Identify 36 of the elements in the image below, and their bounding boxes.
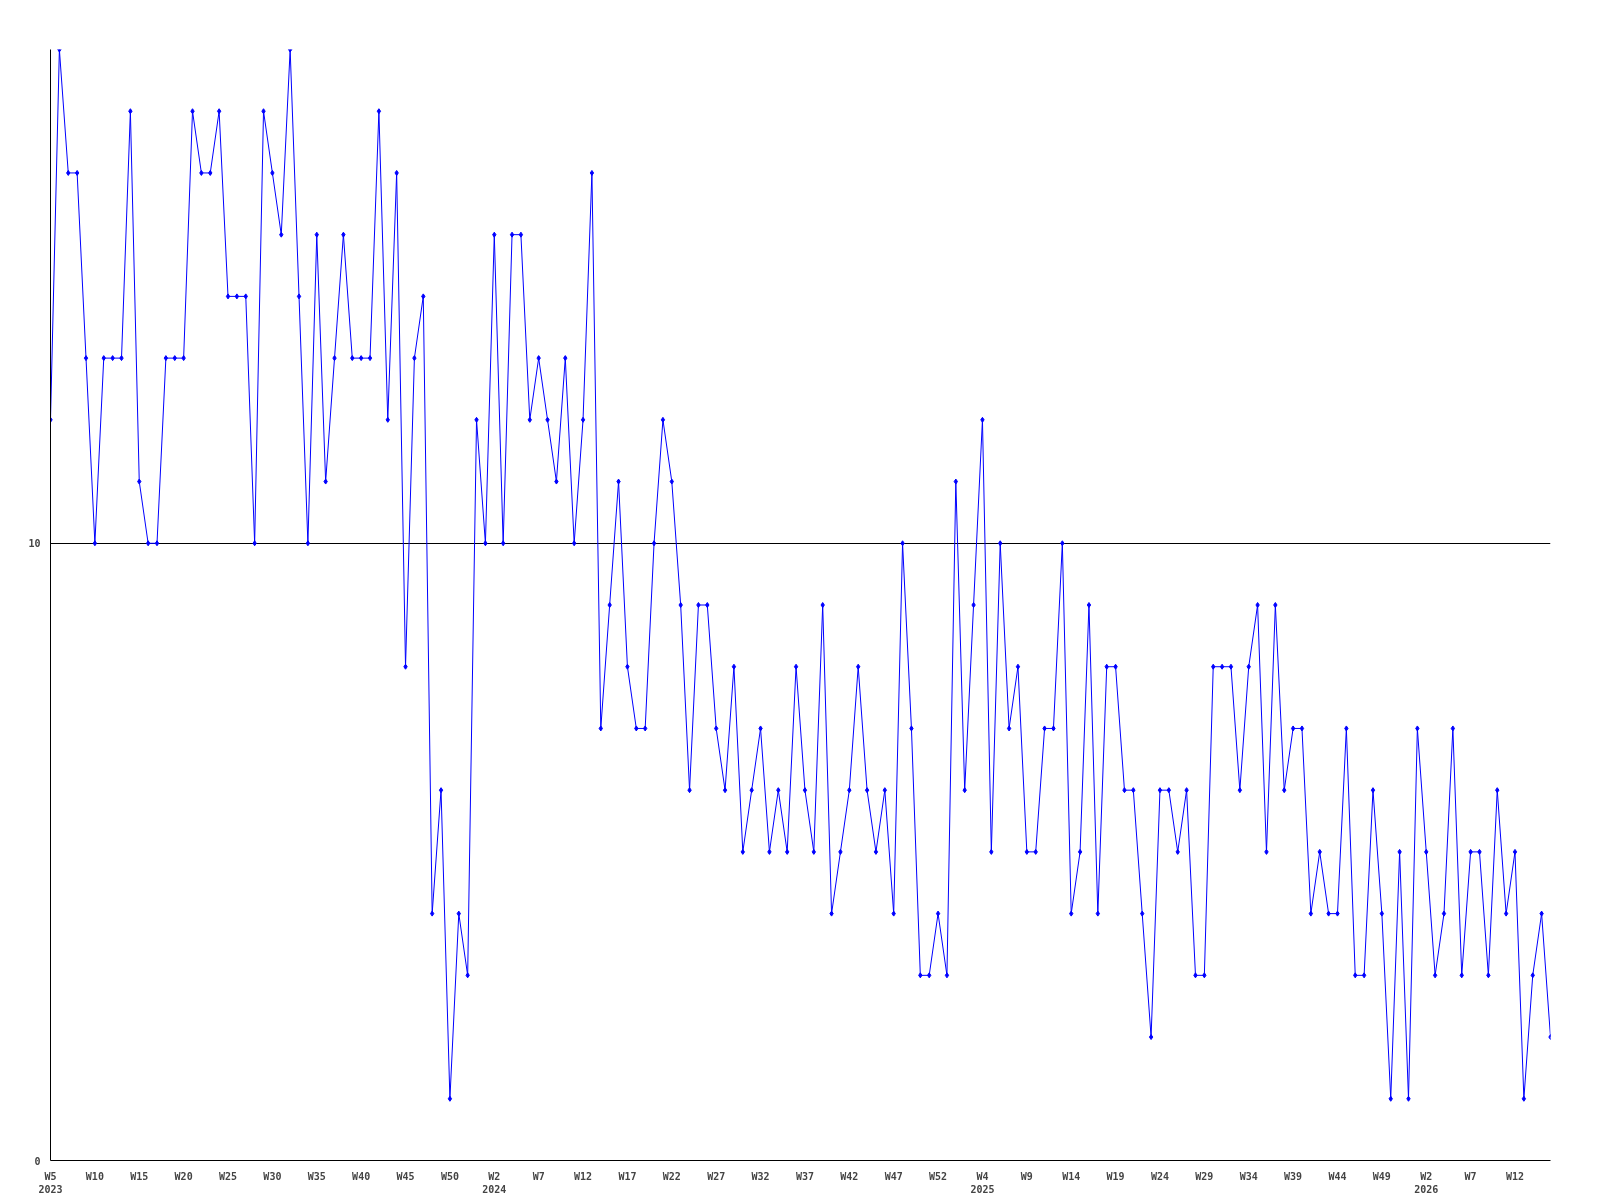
- y-tick-label: 10: [28, 538, 41, 550]
- x-tick-label: W2 2024: [482, 1170, 507, 1195]
- x-tick-label: W14: [1062, 1170, 1081, 1182]
- x-tick-label: W17: [618, 1170, 637, 1182]
- x-tick-label: W35: [307, 1170, 326, 1182]
- x-tick-label: W52: [929, 1170, 948, 1182]
- x-tick-label: W49: [1372, 1170, 1391, 1182]
- x-tick-label: W45: [396, 1170, 415, 1182]
- x-tick-label: W12: [1505, 1170, 1525, 1182]
- x-tick-label: W5 2023: [38, 1170, 63, 1195]
- x-tick-label: W29: [1195, 1170, 1214, 1182]
- y-tick-label: 0: [34, 1155, 41, 1167]
- x-tick-label: W7: [1464, 1170, 1477, 1182]
- x-tick-label: W27: [707, 1170, 726, 1182]
- x-tick-label: W19: [1106, 1170, 1125, 1182]
- x-tick-label: W12: [574, 1170, 593, 1182]
- x-tick-label: W39: [1284, 1170, 1303, 1182]
- x-tick-label: W9: [1020, 1170, 1033, 1182]
- x-tick-label: W4 2025: [970, 1170, 995, 1195]
- x-tick-label: W42: [840, 1170, 859, 1182]
- x-tick-label: W25: [218, 1170, 238, 1182]
- x-tick-label: W10: [85, 1170, 104, 1182]
- x-tick-label: W47: [884, 1170, 903, 1182]
- x-tick-label: W34: [1239, 1170, 1258, 1182]
- x-tick-label: W24: [1150, 1170, 1169, 1182]
- x-tick-label: W37: [795, 1170, 814, 1182]
- x-tick-label: W20: [174, 1170, 193, 1182]
- x-tick-label: W7: [532, 1170, 545, 1182]
- x-tick-label: W44: [1328, 1170, 1347, 1182]
- x-tick-label: W50: [440, 1170, 459, 1182]
- x-tick-label: W15: [130, 1170, 149, 1182]
- x-tick-label: W22: [662, 1170, 681, 1182]
- x-tick-label: W2 2026: [1414, 1170, 1439, 1195]
- x-tick-label: W32: [751, 1170, 770, 1182]
- x-tick-label: W30: [263, 1170, 282, 1182]
- x-tick-label: W40: [352, 1170, 371, 1182]
